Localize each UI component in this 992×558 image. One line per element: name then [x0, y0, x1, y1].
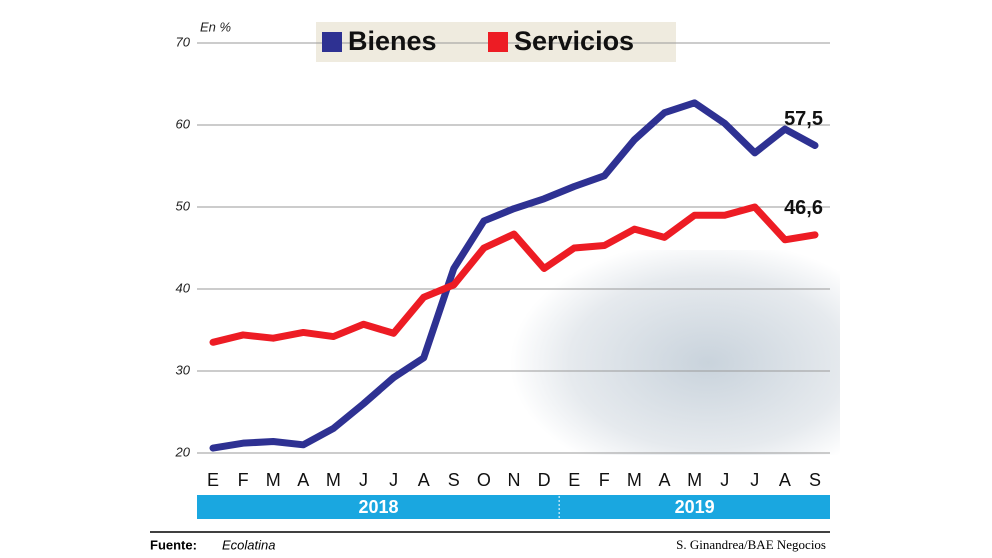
x-tick-label: J — [389, 470, 398, 490]
y-tick-label: 70 — [176, 34, 191, 49]
x-tick-label: A — [779, 470, 791, 490]
x-tick-label: M — [326, 470, 341, 490]
value-label: 46,6 — [784, 197, 823, 219]
value-label: 57,5 — [784, 108, 823, 130]
legend-label: Bienes — [348, 26, 437, 56]
unit-label: En % — [200, 19, 231, 34]
year-label: 2019 — [675, 497, 715, 517]
y-tick-label: 50 — [176, 198, 191, 213]
y-tick-label: 40 — [176, 280, 191, 295]
x-tick-label: F — [599, 470, 610, 490]
x-tick-label: D — [538, 470, 551, 490]
y-tick-label: 30 — [176, 362, 191, 377]
x-tick-label: O — [477, 470, 491, 490]
year-label: 2018 — [359, 497, 399, 517]
x-tick-label: J — [359, 470, 368, 490]
legend-swatch — [488, 32, 508, 52]
y-tick-label: 20 — [175, 444, 191, 459]
x-tick-label: J — [750, 470, 759, 490]
legend-label: Servicios — [514, 26, 634, 56]
photo — [510, 250, 840, 455]
source-label: Fuente: — [150, 537, 197, 552]
x-tick-label: M — [266, 470, 281, 490]
x-tick-label: M — [627, 470, 642, 490]
year-band — [197, 495, 830, 519]
x-tick-label: N — [508, 470, 521, 490]
series-line — [209, 203, 819, 346]
x-tick-label: S — [448, 470, 460, 490]
x-tick-label: E — [568, 470, 580, 490]
x-tick-label: J — [720, 470, 729, 490]
x-tick-label: A — [297, 470, 309, 490]
x-tick-label: A — [658, 470, 670, 490]
legend-swatch — [322, 32, 342, 52]
source: Ecolatina — [222, 537, 275, 552]
x-tick-label: M — [687, 470, 702, 490]
y-tick-label: 60 — [176, 116, 191, 131]
x-tick-label: F — [238, 470, 249, 490]
series-line — [209, 99, 819, 452]
x-tick-label: S — [809, 470, 821, 490]
credit: S. Ginandrea/BAE Negocios — [676, 537, 826, 552]
x-tick-label: A — [418, 470, 430, 490]
x-tick-label: E — [207, 470, 219, 490]
